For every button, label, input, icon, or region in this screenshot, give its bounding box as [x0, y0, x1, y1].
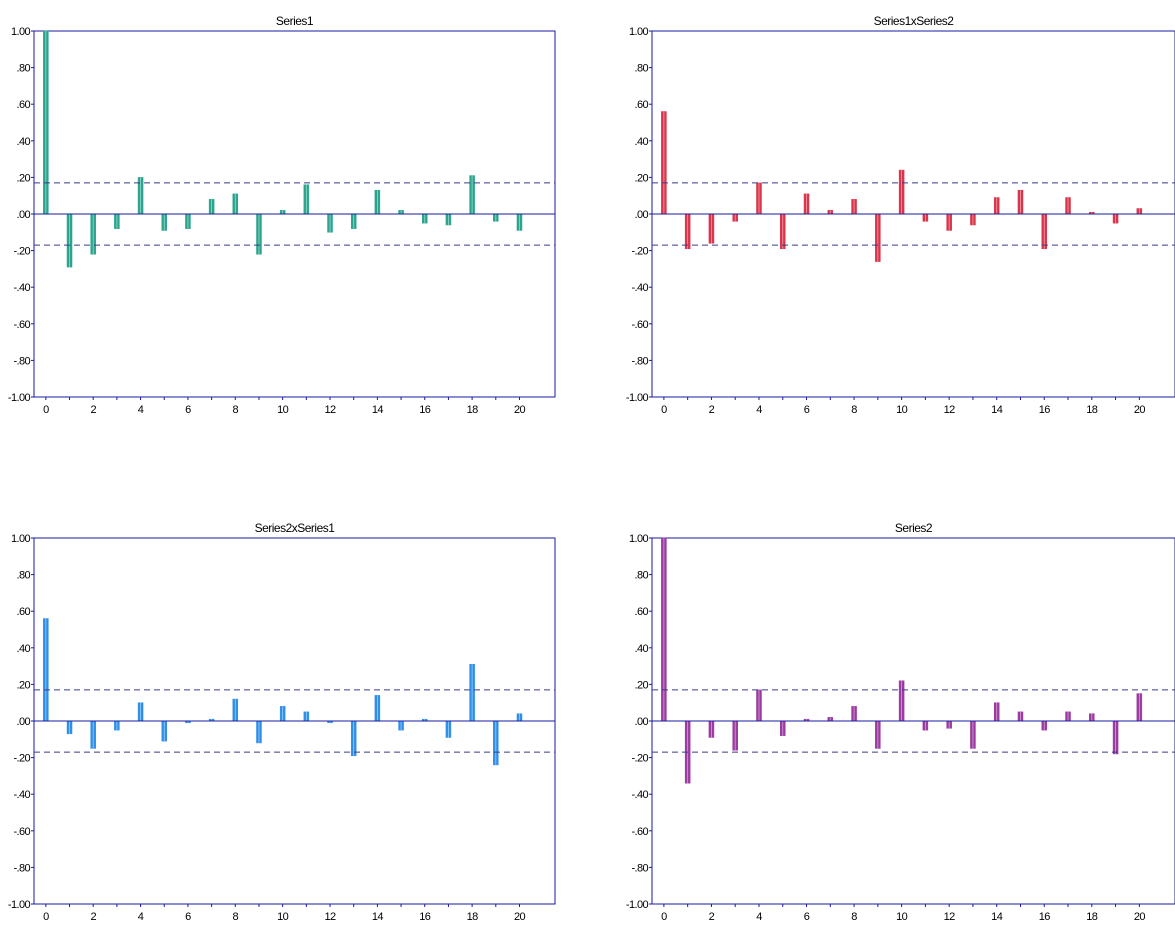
x-tick-label: 4: [756, 404, 762, 416]
y-tick-label: -.80: [13, 355, 30, 367]
chart-series2: Series2 -1.00 -.80 -.60 -.40 -.20 .00 .20 .40 .60…: [626, 521, 1175, 923]
x-tick-label: 10: [896, 404, 908, 416]
y-tick-label: 1.00: [629, 533, 648, 545]
x-tick-label: 8: [233, 404, 239, 416]
x-tick-label: 18: [1086, 911, 1098, 923]
y-tick-label: .00: [17, 209, 31, 221]
x-tick-label: 14: [991, 911, 1003, 923]
x-tick-label: 20: [514, 911, 526, 923]
x-tick-label: 12: [944, 404, 956, 416]
y-tick-label: 1.00: [629, 26, 648, 38]
x-tick-label: 16: [419, 404, 431, 416]
x-tick-label: 12: [324, 404, 336, 416]
y-tick-label: -1.00: [626, 392, 649, 404]
x-tick-label: 18: [1086, 404, 1098, 416]
y-tick-label: 1.00: [11, 26, 30, 38]
y-tick-label: .60: [17, 99, 31, 111]
chart-title: Series2xSeries1: [255, 521, 336, 535]
y-tick-label: .80: [17, 570, 31, 582]
x-tick-label: 14: [372, 911, 384, 923]
y-tick-label: -.60: [13, 319, 30, 331]
x-tick-label: 20: [1134, 404, 1146, 416]
y-tick-label: 1.00: [11, 533, 30, 545]
y-tick-label: .60: [17, 606, 31, 618]
x-tick-label: 4: [138, 404, 144, 416]
x-tick-label: 8: [851, 404, 857, 416]
y-tick-label: -.40: [13, 282, 30, 294]
y-tick-label: -.60: [13, 826, 30, 838]
chart-series1xseries2: Series1xSeries2 -1.00 -.80 -.60 -.40 -.20 .00.…: [626, 14, 1175, 416]
chart-series2xseries1: Series2xSeries1 -1.00 -.80 -.60 -.40 -.20 .00.…: [8, 521, 556, 923]
y-tick-label: -.80: [631, 862, 648, 874]
y-tick-label: -.60: [631, 319, 648, 331]
y-tick-label: -.80: [13, 862, 30, 874]
x-tick-label: 2: [90, 911, 96, 923]
x-tick-label: 6: [185, 404, 191, 416]
y-tick-label: .00: [635, 209, 649, 221]
x-tick-label: 10: [277, 404, 289, 416]
y-tick-label: -.20: [13, 246, 30, 258]
x-tick-label: 0: [43, 911, 49, 923]
y-tick-label: .20: [17, 172, 31, 184]
x-tick-label: 0: [661, 404, 667, 416]
x-tick-label: 10: [896, 911, 908, 923]
x-tick-label: 8: [233, 911, 239, 923]
y-tick-label: -.80: [631, 355, 648, 367]
y-tick-label: -.20: [631, 246, 648, 258]
x-tick-label: 0: [43, 404, 49, 416]
chart-title: Series1: [276, 14, 314, 28]
x-tick-label: 6: [804, 404, 810, 416]
y-tick-label: .60: [635, 99, 649, 111]
x-tick-label: 14: [991, 404, 1003, 416]
y-tick-label: .80: [635, 570, 649, 582]
x-tick-label: 2: [709, 404, 715, 416]
x-tick-label: 0: [661, 911, 667, 923]
y-tick-label: -.20: [631, 753, 648, 765]
x-tick-label: 20: [514, 404, 526, 416]
y-tick-label: .20: [17, 679, 31, 691]
y-tick-label: -1.00: [8, 392, 31, 404]
x-tick-label: 18: [467, 911, 479, 923]
y-tick-label: .40: [17, 643, 31, 655]
y-tick-label: .40: [635, 643, 649, 655]
y-tick-label: .80: [635, 63, 649, 75]
chart-title: Series1xSeries2: [874, 14, 955, 28]
x-tick-label: 6: [185, 911, 191, 923]
y-tick-label: .40: [635, 136, 649, 148]
y-tick-label: .80: [17, 63, 31, 75]
y-tick-label: -.60: [631, 826, 648, 838]
x-tick-label: 20: [1134, 911, 1146, 923]
y-tick-label: .00: [635, 716, 649, 728]
y-tick-label: -1.00: [626, 899, 649, 911]
x-tick-label: 8: [851, 911, 857, 923]
y-tick-label: .00: [17, 716, 31, 728]
x-tick-label: 16: [419, 911, 431, 923]
x-tick-label: 18: [467, 404, 479, 416]
y-tick-label: -.40: [631, 789, 648, 801]
x-tick-label: 12: [944, 911, 956, 923]
y-tick-label: .20: [635, 679, 649, 691]
y-tick-label: -.40: [631, 282, 648, 294]
y-tick-label: -.20: [13, 753, 30, 765]
y-tick-label: .40: [17, 136, 31, 148]
x-tick-label: 2: [90, 404, 96, 416]
x-tick-label: 14: [372, 404, 384, 416]
y-tick-label: .60: [635, 606, 649, 618]
x-tick-label: 4: [138, 911, 144, 923]
x-tick-label: 16: [1039, 404, 1051, 416]
chart-title: Series2: [895, 521, 933, 535]
x-tick-label: 12: [324, 911, 336, 923]
x-tick-label: 10: [277, 911, 289, 923]
y-tick-label: .20: [635, 172, 649, 184]
x-tick-label: 4: [756, 911, 762, 923]
y-tick-label: -1.00: [8, 899, 31, 911]
chart-series1: Series1 -1.00 -.80 -.60 -.40 -.20 .00 .20 .40 .60…: [8, 14, 556, 416]
x-tick-label: 16: [1039, 911, 1051, 923]
x-tick-label: 6: [804, 911, 810, 923]
y-tick-label: -.40: [13, 789, 30, 801]
x-tick-label: 2: [709, 911, 715, 923]
